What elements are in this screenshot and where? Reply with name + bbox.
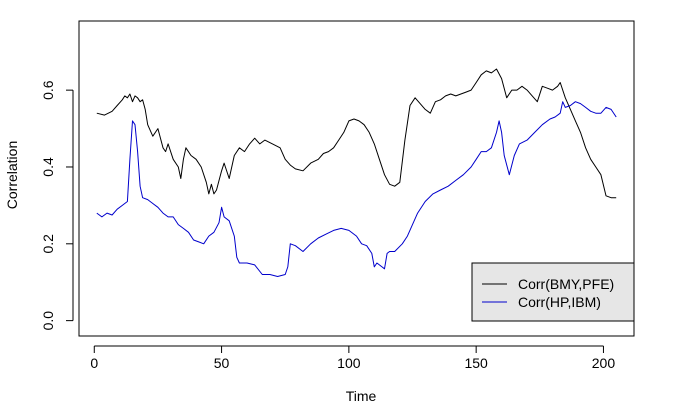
x-tick-label: 200 <box>592 355 616 371</box>
y-tick-label: 0.6 <box>40 80 56 100</box>
x-axis-label: Time <box>346 388 377 404</box>
legend-label-hp-ibm: Corr(HP,IBM) <box>518 294 601 310</box>
y-axis: 0.0 0.2 0.4 0.6 <box>40 80 74 331</box>
legend: Corr(BMY,PFE) Corr(HP,IBM) <box>471 262 635 322</box>
series-layer <box>96 68 617 277</box>
x-axis: 0 50 100 150 200 <box>90 345 616 371</box>
x-tick-label: 0 <box>90 355 98 371</box>
plot-frame <box>78 20 635 337</box>
x-tick-label: 150 <box>464 355 488 371</box>
y-tick-label: 0.4 <box>40 157 56 177</box>
series-line-0 <box>96 68 617 199</box>
legend-box <box>471 262 635 322</box>
series-line-1 <box>96 101 617 277</box>
y-tick-label: 0.0 <box>40 311 56 331</box>
y-tick-label: 0.2 <box>40 234 56 254</box>
y-axis-label: Correlation <box>4 141 20 209</box>
legend-label-bmy-pfe: Corr(BMY,PFE) <box>518 276 614 292</box>
x-tick-label: 50 <box>214 355 230 371</box>
x-tick-label: 100 <box>337 355 361 371</box>
